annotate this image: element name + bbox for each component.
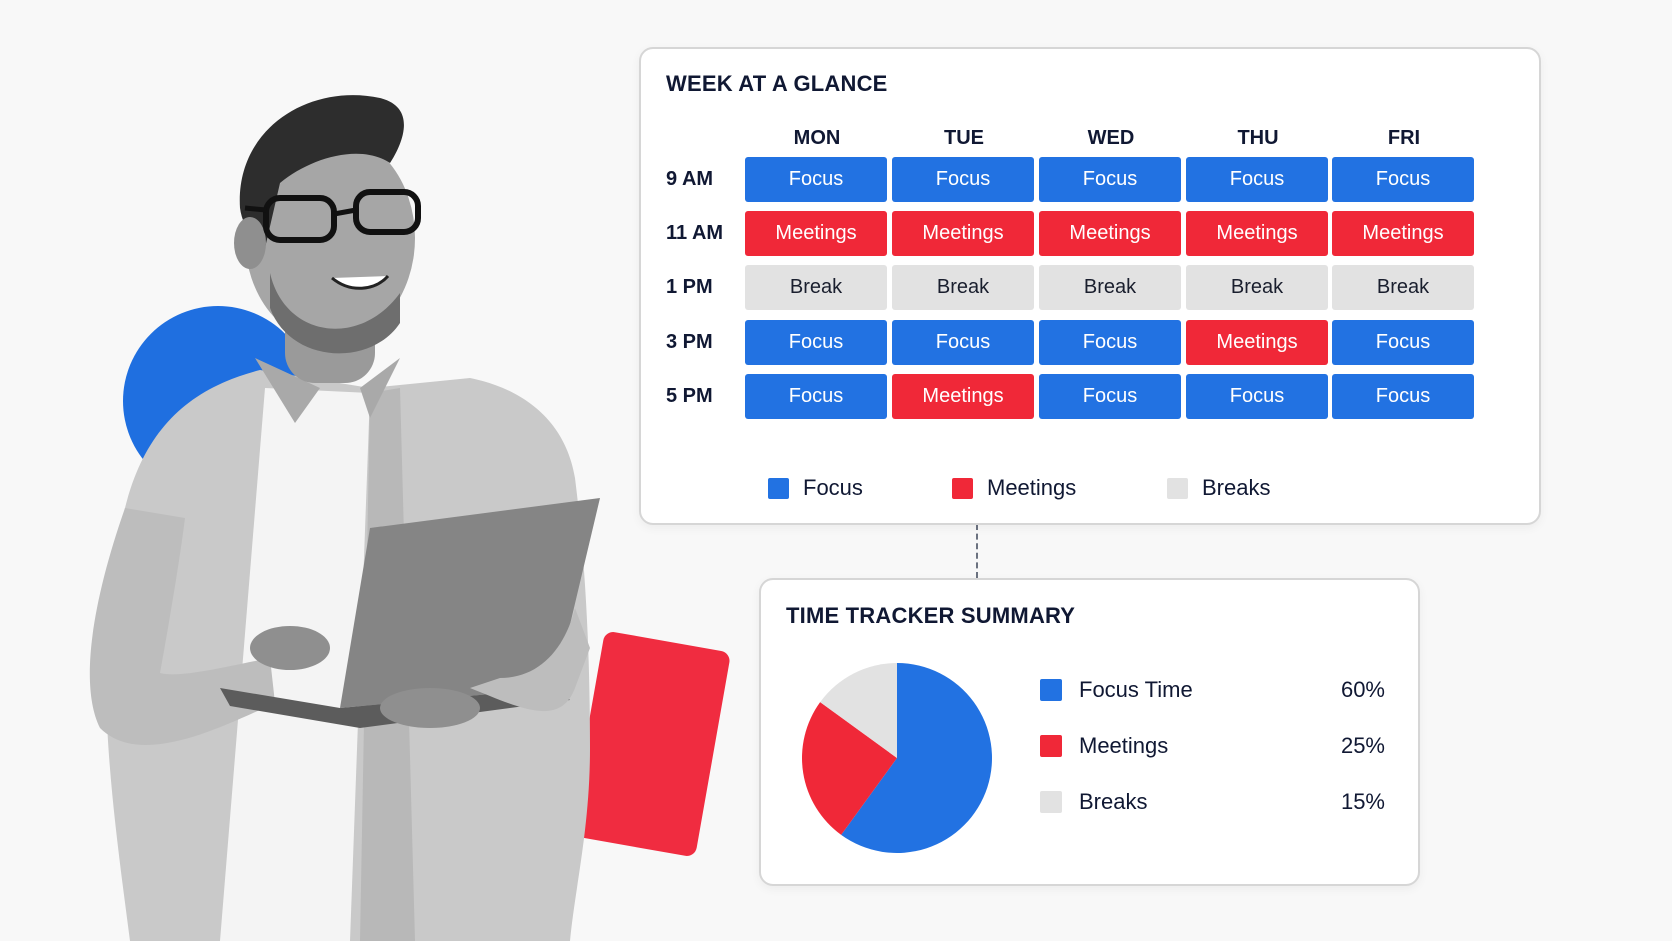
schedule-slot-wed-focus[interactable]: Focus bbox=[1039, 320, 1181, 365]
schedule-slot-wed-focus[interactable]: Focus bbox=[1039, 374, 1181, 419]
schedule-slot-fri-meetings[interactable]: Meetings bbox=[1332, 211, 1474, 256]
day-header-thu: THU bbox=[1237, 127, 1279, 149]
summary-row-focus: Focus Time 60% bbox=[1040, 675, 1385, 705]
time-pie-chart bbox=[802, 663, 992, 853]
time-label: 5 PM bbox=[666, 385, 713, 407]
week-at-a-glance-card: WEEK AT A GLANCE MON TUE WED THU FRI 9 AM Focu… bbox=[639, 47, 1541, 525]
day-header-fri: FRI bbox=[1387, 127, 1421, 149]
summary-card-title: TIME TRACKER SUMMARY bbox=[786, 603, 1076, 628]
summary-row-meetings: Meetings 25% bbox=[1040, 731, 1385, 761]
week-card-title: WEEK AT A GLANCE bbox=[666, 71, 888, 96]
schedule-slot-tue-meetings[interactable]: Meetings bbox=[892, 374, 1034, 419]
schedule-slot-tue-focus[interactable]: Focus bbox=[892, 157, 1034, 202]
schedule-slot-mon-break[interactable]: Break bbox=[745, 265, 887, 310]
pie-slice-focus bbox=[841, 663, 992, 853]
schedule-slot-fri-focus[interactable]: Focus bbox=[1332, 320, 1474, 365]
schedule-slot-thu-meetings[interactable]: Meetings bbox=[1186, 211, 1328, 256]
schedule-slot-fri-focus[interactable]: Focus bbox=[1332, 157, 1474, 202]
schedule-slot-mon-focus[interactable]: Focus bbox=[745, 157, 887, 202]
day-header-mon: MON bbox=[793, 127, 841, 149]
summary-swatch-break bbox=[1040, 791, 1062, 813]
schedule-slot-tue-break[interactable]: Break bbox=[892, 265, 1034, 310]
schedule-slot-fri-break[interactable]: Break bbox=[1332, 265, 1474, 310]
time-label: 11 AM bbox=[666, 222, 724, 244]
time-label: 3 PM bbox=[666, 331, 713, 353]
schedule-slot-mon-focus[interactable]: Focus bbox=[745, 320, 887, 365]
time-label: 9 AM bbox=[666, 168, 714, 190]
day-header-tue: TUE bbox=[944, 127, 984, 149]
summary-row-break: Breaks 15% bbox=[1040, 787, 1385, 817]
schedule-slot-mon-meetings[interactable]: Meetings bbox=[745, 211, 887, 256]
legend-swatch-meetings bbox=[952, 478, 973, 499]
pie-slice-break bbox=[820, 663, 897, 758]
schedule-slot-tue-meetings[interactable]: Meetings bbox=[892, 211, 1034, 256]
schedule-slot-fri-focus[interactable]: Focus bbox=[1332, 374, 1474, 419]
schedule-grid: MON TUE WED THU FRI 9 AM Focus Focus Focus Focus F… bbox=[641, 49, 1539, 523]
schedule-slot-mon-focus[interactable]: Focus bbox=[745, 374, 887, 419]
summary-value: 15% bbox=[1340, 789, 1385, 814]
legend-label: Meetings bbox=[987, 475, 1077, 500]
legend-swatch-break bbox=[1167, 478, 1188, 499]
legend-swatch-focus bbox=[768, 478, 789, 499]
pie-slice-meetings bbox=[802, 702, 897, 835]
summary-label: Meetings bbox=[1079, 733, 1169, 758]
schedule-slot-thu-break[interactable]: Break bbox=[1186, 265, 1328, 310]
schedule-slot-wed-break[interactable]: Break bbox=[1039, 265, 1181, 310]
summary-value: 60% bbox=[1340, 677, 1385, 702]
connector-line bbox=[976, 524, 978, 578]
schedule-slot-thu-meetings[interactable]: Meetings bbox=[1186, 320, 1328, 365]
time-label: 1 PM bbox=[666, 276, 713, 298]
day-header-wed: WED bbox=[1087, 127, 1135, 149]
schedule-slot-thu-focus[interactable]: Focus bbox=[1186, 374, 1328, 419]
legend-label: Focus bbox=[803, 475, 863, 500]
time-tracker-summary-card: TIME TRACKER SUMMARY Focus Time 60% Meetin… bbox=[759, 578, 1420, 886]
schedule-legend: Focus Meetings Breaks bbox=[641, 473, 1539, 503]
schedule-slot-wed-focus[interactable]: Focus bbox=[1039, 157, 1181, 202]
schedule-slot-tue-focus[interactable]: Focus bbox=[892, 320, 1034, 365]
legend-label: Breaks bbox=[1202, 475, 1271, 500]
schedule-slot-wed-meetings[interactable]: Meetings bbox=[1039, 211, 1181, 256]
summary-label: Breaks bbox=[1079, 789, 1148, 814]
person-with-laptop-image bbox=[89, 95, 600, 941]
summary-swatch-meetings bbox=[1040, 735, 1062, 757]
summary-label: Focus Time bbox=[1079, 677, 1193, 702]
summary-value: 25% bbox=[1340, 733, 1385, 758]
summary-swatch-focus bbox=[1040, 679, 1062, 701]
schedule-slot-thu-focus[interactable]: Focus bbox=[1186, 157, 1328, 202]
